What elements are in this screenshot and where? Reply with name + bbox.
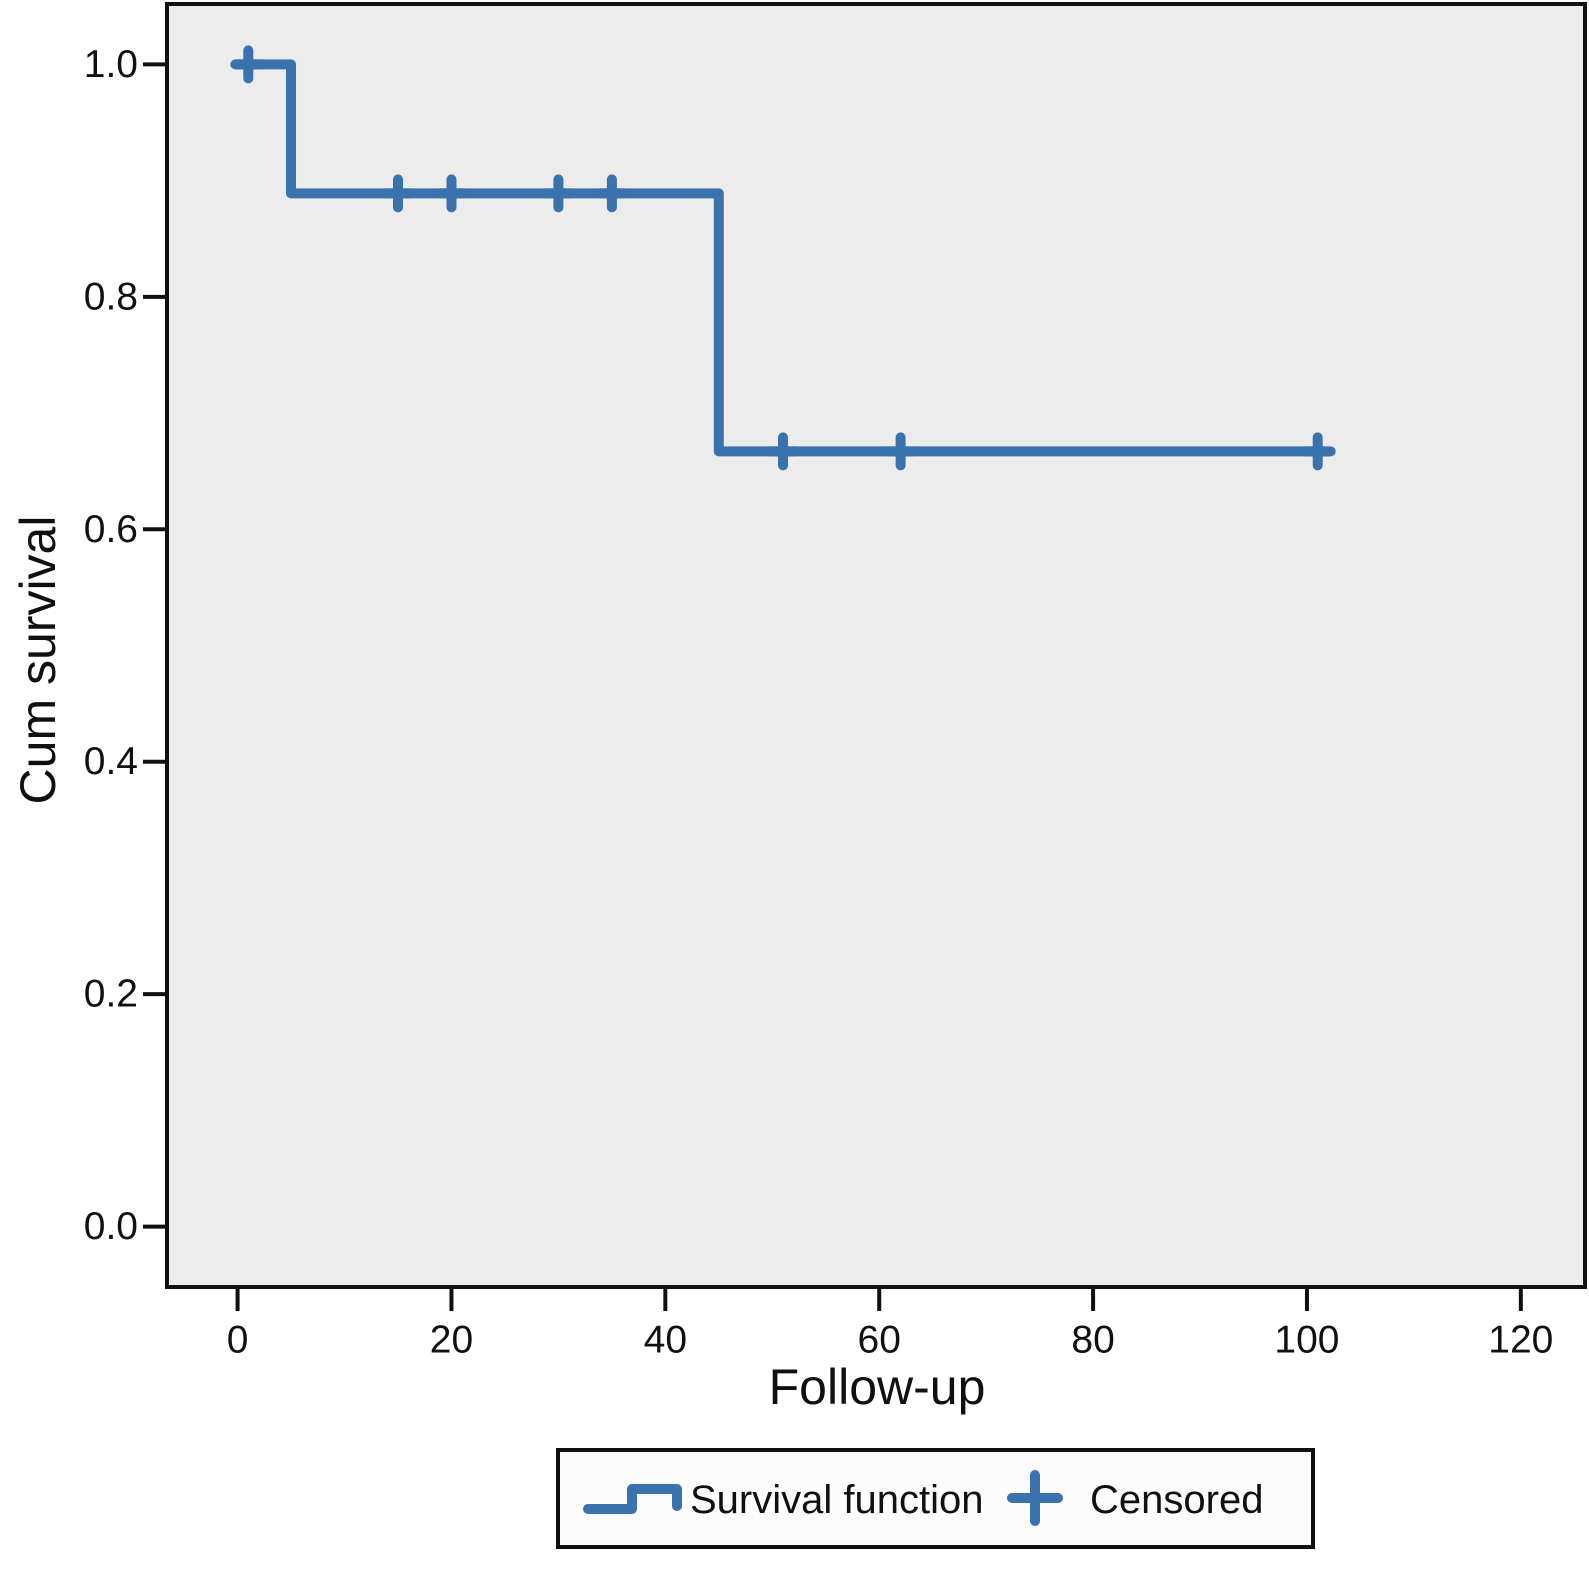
y-axis-tick-label: 1.0: [84, 43, 138, 86]
legend-censored-plus-glyph: [1007, 1470, 1063, 1526]
censored-mark: [1299, 432, 1336, 471]
x-axis-tick-label: 20: [430, 1319, 473, 1362]
censored-mark: [765, 432, 801, 471]
plot-frame: [165, 2, 1587, 1289]
censored-mark: [593, 174, 630, 213]
plot-area-background: [167, 4, 1585, 1287]
x-axis-tick-label: 0: [227, 1319, 249, 1362]
y-axis-ticks: 1.0 0.8 0.6 0.4 0.2 0.0: [84, 43, 165, 1248]
x-axis-tick-label: 120: [1488, 1319, 1553, 1362]
y-axis-tick-label: 0.4: [84, 740, 138, 783]
censored-mark: [433, 174, 470, 213]
y-axis-title: Cum survival: [10, 516, 66, 805]
legend-censored-label: Censored: [1090, 1478, 1263, 1522]
x-axis-ticks: 0 20 40 60 80 100 120: [227, 1289, 1553, 1362]
x-axis-title: Follow-up: [769, 1359, 986, 1415]
y-axis-tick-label: 0.8: [84, 275, 138, 318]
y-axis-tick-label: 0.6: [84, 508, 138, 551]
x-axis-tick-label: 100: [1274, 1319, 1339, 1362]
censored-mark: [230, 45, 267, 84]
legend-box: [556, 1448, 1315, 1549]
y-axis-tick-label: 0.2: [84, 973, 138, 1016]
x-axis-tick-label: 80: [1071, 1319, 1114, 1362]
survival-series: [230, 45, 1336, 471]
censored-mark: [540, 174, 577, 213]
survival-step-line: [232, 59, 1334, 457]
legend: Survival function Censored: [556, 1448, 1315, 1549]
x-axis-tick-label: 60: [858, 1319, 901, 1362]
censored-mark: [380, 174, 416, 213]
legend-survival-label: Survival function: [690, 1478, 983, 1522]
legend-survival-line-glyph: [583, 1484, 682, 1514]
y-axis-tick-label: 0.0: [84, 1205, 138, 1248]
censored-mark: [882, 432, 919, 471]
x-axis-tick-label: 40: [644, 1319, 687, 1362]
